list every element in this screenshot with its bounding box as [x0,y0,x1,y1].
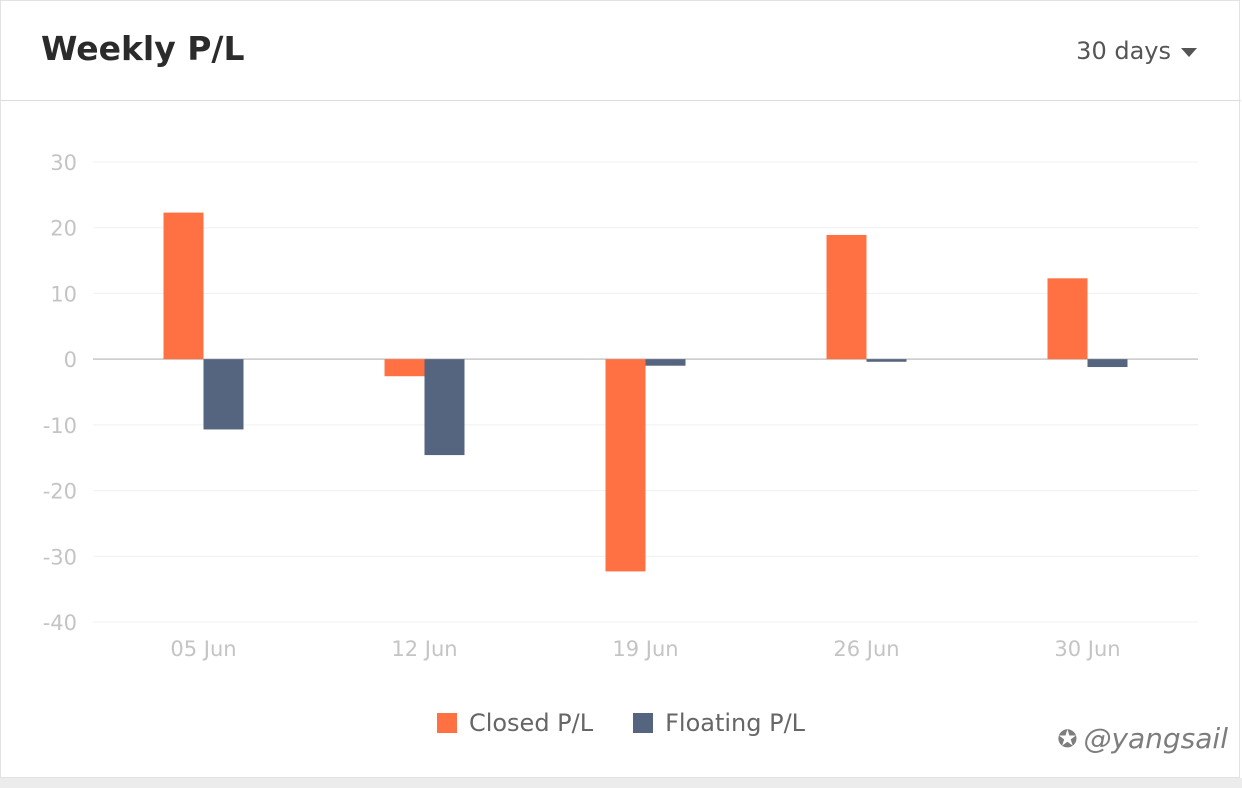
floating-pl-bar [203,359,244,430]
chart-legend: Closed P/L Floating P/L [1,709,1241,737]
x-tick-label: 19 Jun [612,637,678,661]
legend-swatch-closed [436,713,457,733]
legend-label-closed: Closed P/L [468,709,594,737]
floating-pl-bar [1087,359,1128,368]
y-tick-label: 10 [50,282,77,306]
x-tick-label: 12 Jun [391,637,457,661]
closed-pl-bar [826,234,867,360]
legend-swatch-floating [633,713,654,733]
legend-label-floating: Floating P/L [665,709,806,737]
x-tick-label: 05 Jun [170,637,236,661]
legend-item-closed[interactable]: Closed P/L [436,709,594,737]
x-tick-label: 30 Jun [1054,637,1120,661]
bottom-divider [0,778,1242,788]
floating-pl-bar [866,359,907,362]
legend-item-floating[interactable]: Floating P/L [633,709,805,737]
closed-pl-bar [384,359,425,377]
watermark: ✪ @yangsail [1057,722,1228,755]
watermark-text: @yangsail [1083,722,1228,755]
x-tick-label: 26 Jun [833,637,899,661]
y-tick-label: -40 [43,611,77,635]
y-tick-label: -10 [43,414,77,438]
date-range-dropdown[interactable]: 30 days [1076,37,1197,65]
y-tick-label: 20 [50,217,77,241]
y-tick-label: -20 [43,480,77,504]
weibo-logo-icon: ✪ [1057,724,1078,753]
closed-pl-bar [163,212,204,360]
date-range-label: 30 days [1076,37,1171,65]
card-header: Weekly P/L 30 days [1,1,1241,101]
closed-pl-bar [605,359,646,572]
floating-pl-bar [424,359,465,456]
y-tick-label: 0 [64,348,77,372]
closed-pl-bar [1047,278,1088,360]
y-tick-label: -30 [43,545,77,569]
y-tick-label: 30 [50,151,77,175]
caret-down-icon [1181,47,1197,57]
card-title: Weekly P/L [41,29,245,68]
bar-chart: 30 20 10 0 -10 -20 -30 -40 05 Jun 12 Jun 19 Jun 26 … [43,151,1198,661]
floating-pl-bar [645,359,686,366]
